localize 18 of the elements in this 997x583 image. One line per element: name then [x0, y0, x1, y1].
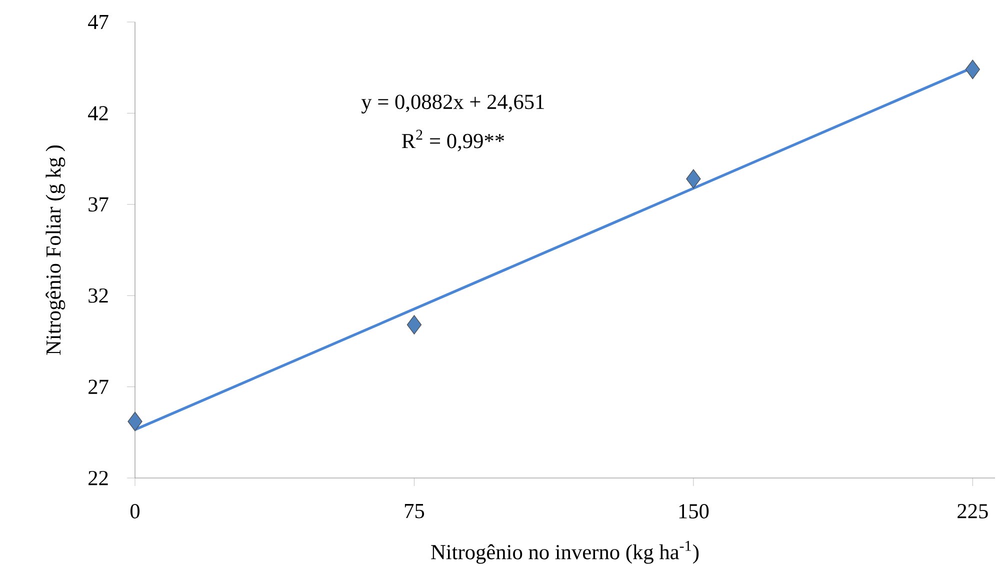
point	[686, 169, 701, 189]
x-tick-label: 225	[958, 504, 988, 518]
x-tick-label: 150	[679, 504, 709, 518]
point	[128, 412, 142, 432]
annotation: R$^{2}$ = 0,99**	[402, 130, 504, 152]
y-tick-label: 22	[88, 470, 108, 486]
annotation: y = 0,0882x + 24,651	[361, 94, 544, 114]
point	[406, 315, 422, 334]
y-tick-label: 27	[88, 380, 108, 394]
point	[965, 60, 980, 80]
x-axis-title: Nitrogênio no inverno (kg ha$^{-1}$)	[431, 540, 699, 564]
x-tick-label: 75	[404, 504, 424, 518]
y-tick-label: 47	[88, 14, 108, 30]
y-axis-title: Nitrogênio Foliar (g kg )	[46, 145, 66, 355]
y-tick-label: 37	[88, 197, 108, 212]
x-tick-label: 0	[130, 504, 140, 518]
y-tick-label: 42	[88, 106, 108, 120]
y-tick-label: 32	[88, 288, 108, 303]
